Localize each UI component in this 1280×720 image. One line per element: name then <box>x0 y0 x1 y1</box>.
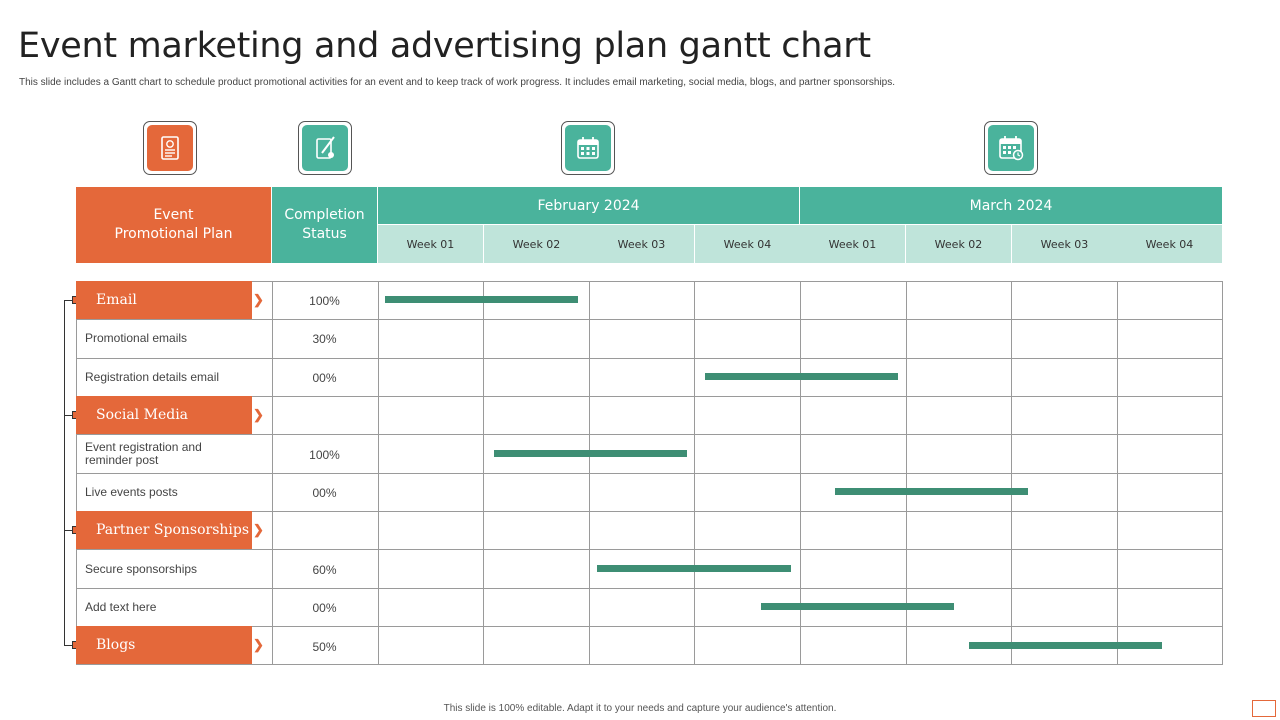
pencil-edit-icon <box>316 136 335 159</box>
gantt-bar <box>494 449 688 457</box>
chevron-right-icon: ❯ <box>253 292 264 307</box>
calendar-icon-box <box>561 121 615 175</box>
category-social-media: Social Media <box>76 396 252 434</box>
header-month-march: March 2024 <box>800 187 1222 224</box>
gantt-bar <box>705 373 899 380</box>
category-blogs: Blogs <box>76 626 252 664</box>
gantt-bar <box>760 603 955 611</box>
task-secure-sponsorships: Secure sponsorships <box>85 562 198 576</box>
header-week: Week 02 <box>906 225 1011 263</box>
category-partner-sponsorships: Partner Sponsorships <box>76 511 252 549</box>
task-promotional-emails: Promotional emails <box>85 331 188 345</box>
page-subtitle: This slide includes a Gantt chart to sch… <box>19 77 896 88</box>
corner-decoration <box>1252 700 1276 717</box>
status-secure-sponsorships: 60% <box>312 563 337 577</box>
header-week: Week 03 <box>1012 225 1117 263</box>
task-add-text-here: Add text here <box>85 600 157 614</box>
document-icon-box <box>143 121 197 175</box>
chevron-right-icon: ❯ <box>253 637 264 652</box>
header-week: Week 01 <box>800 225 905 263</box>
status-add-text-here: 00% <box>312 601 337 615</box>
gantt-bar <box>968 641 1162 649</box>
schedule-icon <box>999 136 1024 161</box>
status-promotional-emails: 30% <box>312 332 337 346</box>
header-week: Week 01 <box>378 225 483 263</box>
gantt-bar <box>834 488 1028 496</box>
task-registration-details-email: Registration details email <box>85 370 220 384</box>
task-event-registration-post: Event registration and reminder post <box>85 440 202 467</box>
footer-note: This slide is 100% editable. Adapt it to… <box>443 703 837 714</box>
status-registration-details-email: 00% <box>312 371 337 385</box>
header-month-february: February 2024 <box>378 187 799 224</box>
status-email: 100% <box>309 294 340 308</box>
status-blogs: 50% <box>312 640 337 654</box>
chevron-right-icon: ❯ <box>253 407 264 422</box>
header-week: Week 04 <box>1117 225 1222 263</box>
status-event-registration-post: 100% <box>309 448 340 462</box>
task-live-events-posts: Live events posts <box>85 485 178 499</box>
gantt-bar <box>597 565 791 572</box>
calendar-icon <box>577 137 599 159</box>
category-email: Email <box>76 281 252 319</box>
status-live-events-posts: 00% <box>312 486 337 500</box>
document-icon <box>161 136 179 160</box>
chevron-right-icon: ❯ <box>253 522 264 537</box>
schedule-icon-box <box>984 121 1038 175</box>
header-week: Week 03 <box>589 225 694 263</box>
header-week: Week 02 <box>484 225 589 263</box>
header-plan: Event Promotional Plan <box>76 187 271 263</box>
gantt-bar <box>385 296 579 304</box>
page-title: Event marketing and advertising plan gan… <box>18 26 871 66</box>
pencil-edit-icon-box <box>298 121 352 175</box>
header-completion-status: Completion Status <box>272 187 377 263</box>
header-week: Week 04 <box>695 225 800 263</box>
